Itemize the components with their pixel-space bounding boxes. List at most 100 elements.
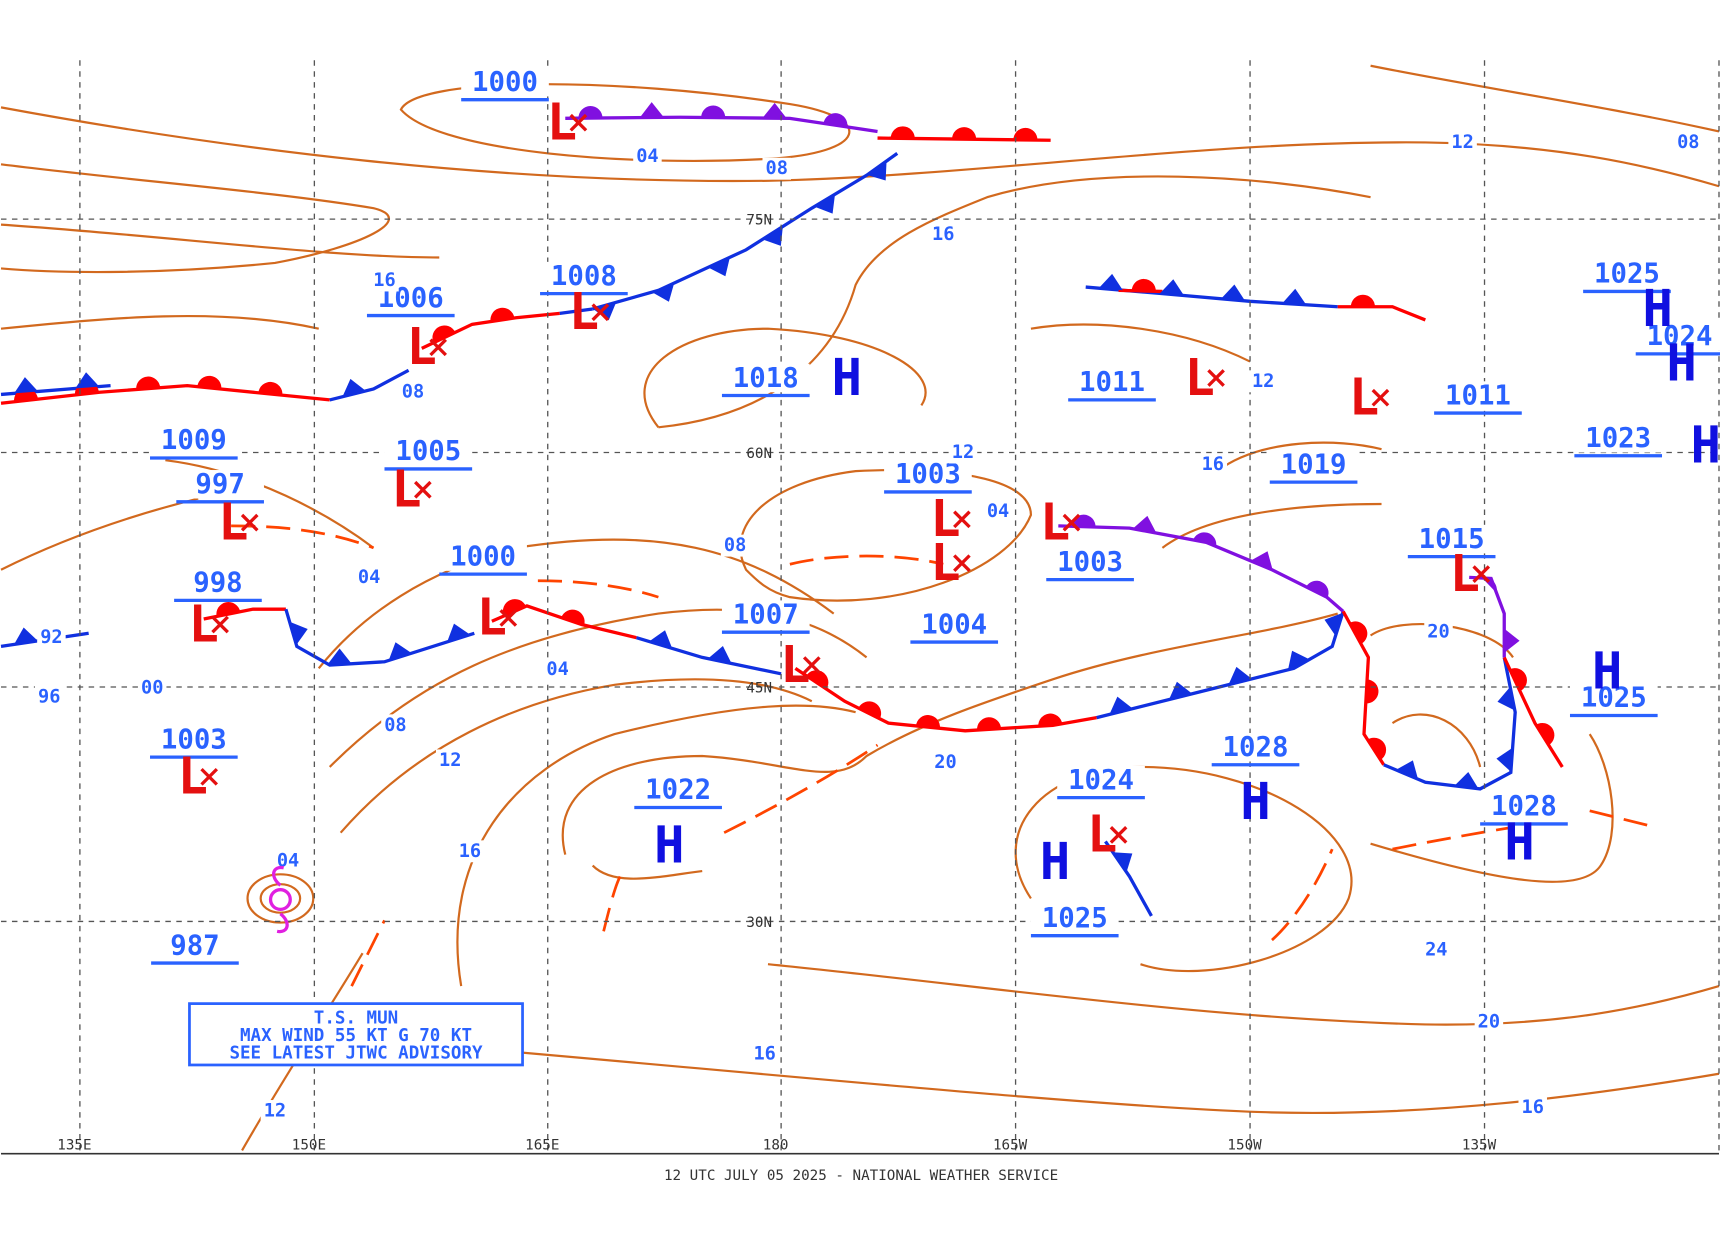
isobar-label: 20 — [934, 752, 956, 773]
front-barb — [14, 377, 39, 394]
label-bg — [1635, 322, 1720, 351]
front-bump — [701, 105, 726, 118]
label-bg — [1424, 621, 1453, 644]
low-center: L — [1450, 544, 1480, 603]
label-bg — [1046, 547, 1134, 577]
front-barb — [1250, 551, 1273, 571]
front-bump — [1482, 577, 1497, 593]
longitude-label: 165W — [993, 1137, 1028, 1153]
longitude-label: 165E — [525, 1137, 559, 1153]
isobar-label: 92 — [40, 627, 62, 648]
label-bg — [37, 626, 66, 649]
pressure-label: 1011 — [1445, 380, 1511, 411]
pressure-label: 1018 — [733, 363, 799, 394]
label-bg — [398, 381, 428, 404]
front-barb — [1221, 284, 1246, 301]
isobar-label: 04 — [987, 501, 1009, 522]
label-bg — [1030, 903, 1119, 933]
front-barb — [289, 621, 308, 645]
front-barb — [814, 194, 836, 214]
label-bg — [931, 751, 960, 774]
front-barb — [708, 257, 730, 277]
footer: 12 UTC JULY 05 2025 - NATIONAL WEATHER S… — [664, 1168, 1058, 1184]
low-center: L — [1184, 348, 1214, 407]
pressure-label: 1000 — [472, 67, 538, 98]
pressure-label: 987 — [170, 930, 219, 961]
low-center: L — [547, 93, 577, 152]
isobar-label: 20 — [1427, 622, 1449, 643]
latitude-label: 30N — [746, 915, 772, 931]
front-bump — [977, 717, 1002, 731]
longitude-label: 135W — [1462, 1137, 1497, 1153]
label-bg — [1422, 938, 1451, 961]
front-barb — [1228, 666, 1252, 685]
label-bg — [1198, 453, 1228, 476]
label-bg — [1569, 683, 1658, 713]
isobar-label: 12 — [264, 1100, 286, 1121]
isobar-label: 04 — [636, 146, 658, 167]
high-center: H — [1691, 416, 1720, 475]
pressure-label: 1004 — [921, 609, 987, 640]
label-bg — [150, 426, 238, 455]
isobar-label: 16 — [753, 1044, 775, 1065]
isobar-label: 04 — [546, 659, 568, 680]
latitude-label: 60N — [746, 446, 772, 462]
low-marker — [802, 656, 821, 674]
label-bg — [1474, 1011, 1504, 1034]
front-barb — [342, 378, 366, 397]
pressure-label: 997 — [195, 469, 244, 500]
label-bg — [1211, 732, 1300, 762]
front-bump — [806, 670, 829, 690]
low-center: L — [218, 492, 248, 551]
label-bg — [260, 1100, 290, 1122]
front-bump — [890, 126, 915, 139]
low-center: L — [930, 533, 960, 592]
front-barb — [651, 283, 675, 302]
front-barb — [1159, 279, 1184, 296]
isobar-label: 16 — [373, 270, 395, 291]
low-center: L — [407, 317, 437, 376]
label-bg — [721, 600, 810, 629]
front-barb — [1324, 612, 1343, 636]
low-center: L — [1087, 805, 1117, 864]
label-bg — [948, 441, 978, 464]
low-marker — [414, 480, 432, 499]
pressure-label: 1022 — [645, 775, 711, 806]
isobar-label: 12 — [439, 750, 461, 771]
front-barb — [14, 627, 38, 645]
front-barb — [1132, 515, 1157, 534]
latitude-label: 45N — [746, 680, 772, 696]
pressure-label: 1025 — [1042, 903, 1108, 934]
front-barb — [388, 642, 412, 661]
isobar-label: 08 — [384, 715, 406, 736]
front-bump — [915, 715, 940, 729]
low-marker — [240, 513, 259, 532]
isobar-label: 08 — [402, 382, 424, 403]
label-bg — [929, 223, 958, 246]
front-barb — [327, 648, 352, 665]
low-center: L — [780, 635, 810, 694]
label-bg — [1480, 792, 1568, 821]
high-center: H — [1504, 812, 1534, 871]
front-bump — [578, 106, 603, 119]
label-bg — [151, 931, 239, 960]
front-barb — [639, 102, 664, 118]
low-marker — [1109, 826, 1128, 844]
label-bg — [762, 157, 791, 180]
front-bump — [1193, 532, 1217, 547]
pressure-label: 1011 — [1079, 367, 1145, 398]
label-bg — [1057, 765, 1145, 795]
low-marker — [953, 510, 971, 529]
front-barb — [866, 161, 887, 181]
pressure-label: 998 — [193, 568, 242, 599]
label-bg — [634, 775, 722, 805]
low-center: L — [569, 282, 599, 341]
label-bg — [370, 269, 399, 292]
front-barb — [592, 302, 617, 321]
pressure-label: 1025 — [1594, 259, 1660, 290]
isobar-label: 96 — [38, 686, 60, 707]
label-bg — [1518, 1096, 1547, 1119]
front-bump — [823, 113, 848, 127]
isobars — [0, 64, 1720, 1151]
label-bg — [1448, 131, 1477, 154]
